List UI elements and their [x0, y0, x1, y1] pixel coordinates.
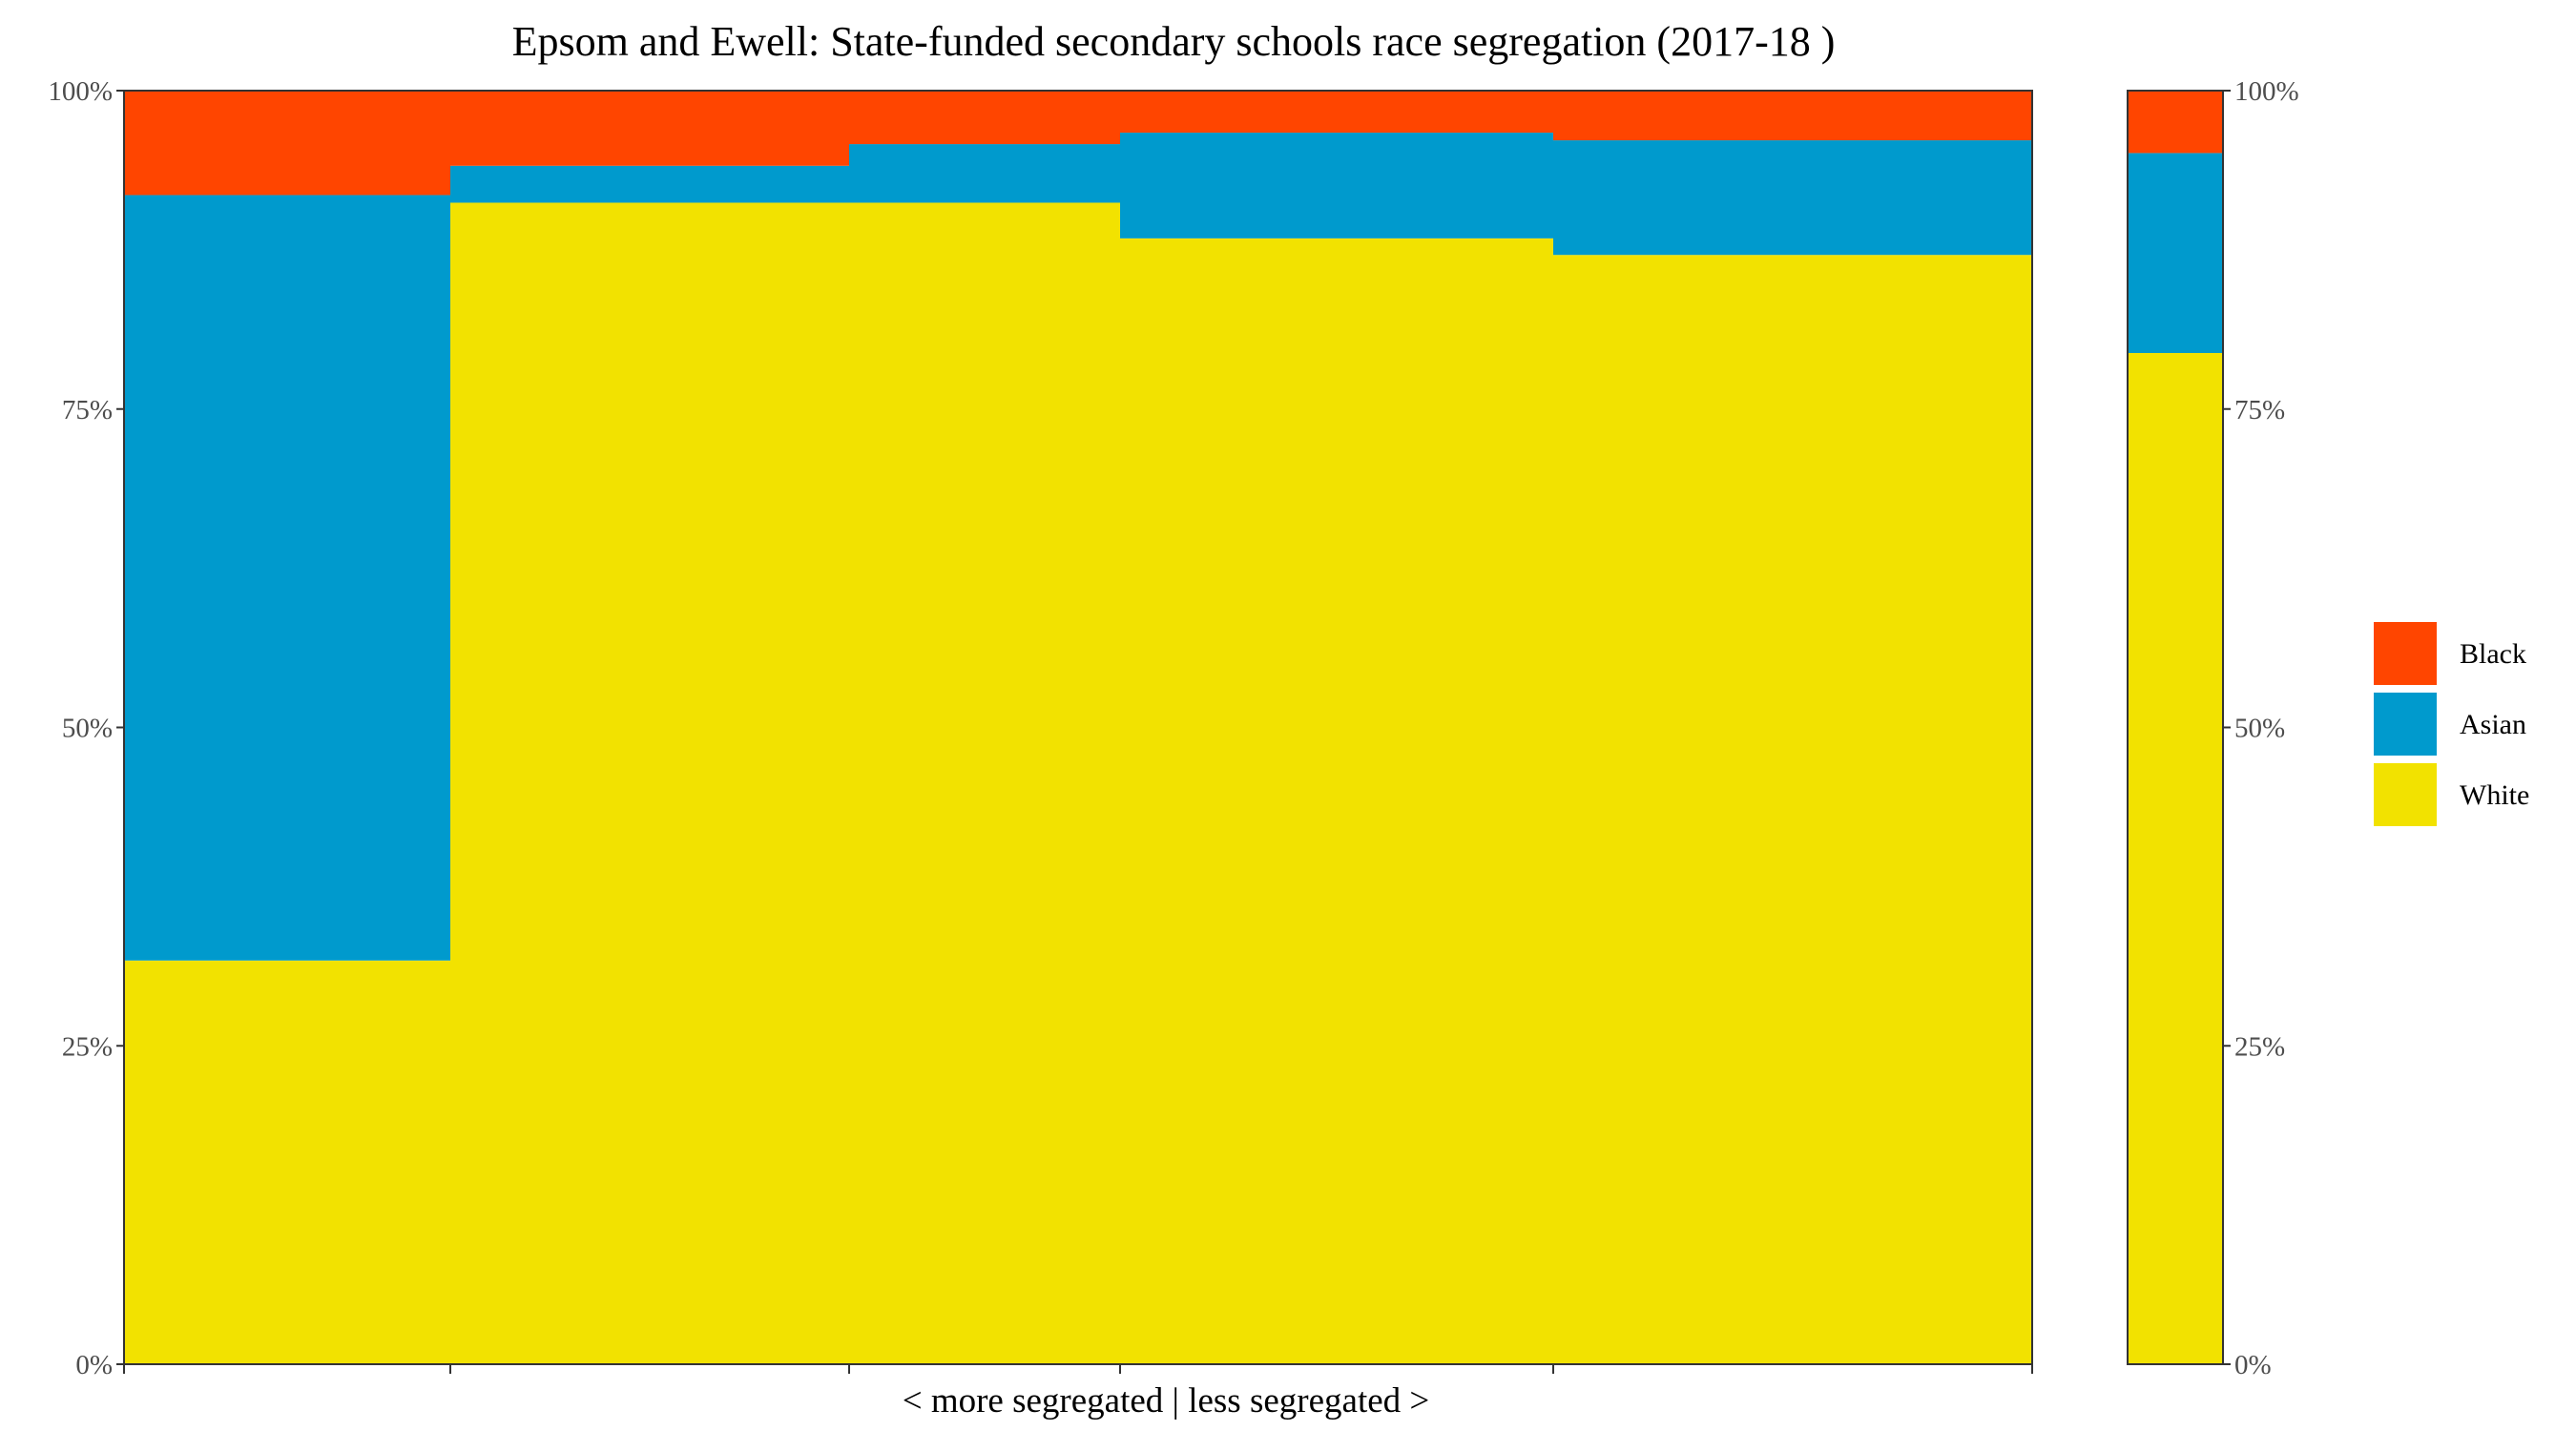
left-y-tick-label: 100% [48, 76, 113, 107]
school-2-black-segment [450, 91, 849, 166]
left-y-tick-label: 25% [62, 1031, 113, 1062]
school-4-black-segment [1120, 91, 1553, 134]
school-4-asian-segment [1120, 133, 1553, 238]
left-y-tick-label: 0% [75, 1350, 113, 1380]
school-1-black-segment [124, 91, 450, 196]
school-5-black-segment [1553, 91, 2032, 141]
legend-label-asian: Asian [2460, 709, 2526, 740]
main-panel [123, 90, 2033, 1365]
legend-key-asian [2374, 693, 2437, 756]
legend-label-black: Black [2460, 638, 2526, 670]
x-axis-label: < more segregated | less segregated > [903, 1381, 1430, 1421]
right-y-tick-label: 25% [2234, 1031, 2285, 1062]
school-5-asian-segment [1553, 140, 2032, 256]
legend: Black Asian White [2374, 622, 2529, 826]
overall-black-segment [2128, 91, 2223, 154]
overall-white-segment [2128, 353, 2223, 1364]
right-y-tick-label: 75% [2234, 395, 2285, 425]
right-y-axis: 0% 25% 50% 75% 100% [2223, 76, 2299, 1380]
overall-asian-segment [2128, 153, 2223, 354]
school-3-white-segment [849, 202, 1120, 1365]
school-2-white-segment [450, 202, 849, 1365]
school-4-white-segment [1120, 238, 1553, 1365]
right-y-tick-label: 0% [2234, 1350, 2272, 1380]
school-1-white-segment [124, 960, 450, 1364]
school-3-black-segment [849, 91, 1120, 145]
legend-key-white [2374, 763, 2437, 826]
right-y-tick-label: 100% [2234, 76, 2299, 107]
left-y-tick-label: 75% [62, 395, 113, 425]
x-axis [123, 1364, 2033, 1374]
school-1-asian-segment [124, 195, 450, 961]
overall-panel [2127, 90, 2224, 1365]
legend-key-black [2374, 622, 2437, 685]
school-5-white-segment [1553, 255, 2032, 1365]
left-y-axis: 0% 25% 50% 75% 100% [48, 76, 124, 1380]
left-y-tick-label: 50% [62, 714, 113, 744]
school-3-asian-segment [849, 144, 1120, 203]
legend-label-white: White [2460, 779, 2529, 811]
school-2-asian-segment [450, 165, 849, 203]
right-y-tick-label: 50% [2234, 714, 2285, 744]
chart-title: Epsom and Ewell: State-funded secondary … [512, 18, 1836, 65]
